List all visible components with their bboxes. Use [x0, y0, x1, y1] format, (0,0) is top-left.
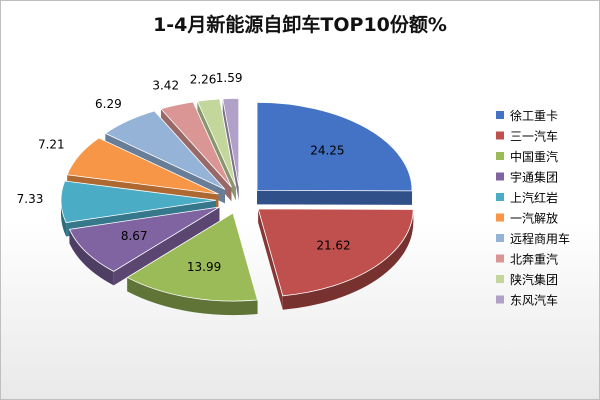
pie-slice-1 [256, 101, 413, 205]
legend-swatch-9 [496, 275, 504, 283]
legend-label-6: 一汽解放 [510, 211, 558, 226]
pie-slice-4 [68, 206, 220, 286]
legend-label-4: 宇通集团 [510, 170, 558, 185]
data-label-2: 21.62 [316, 239, 350, 253]
legend-label-7: 远程商用车 [510, 231, 570, 246]
legend-label-1: 徐工重卡 [510, 108, 558, 123]
legend-label-8: 北奔重汽 [510, 252, 558, 267]
chart-title: 1-4月新能源自卸车TOP10份额% [153, 14, 447, 36]
data-label-1: 24.25 [310, 144, 344, 158]
legend-swatch-8 [496, 254, 504, 263]
data-labels: 24.25 21.62 13.99 8.67 7.33 7.21 6.29 3.42 2.26 1… [17, 71, 351, 274]
legend-swatch-4 [496, 172, 504, 181]
data-label-9: 2.26 [190, 73, 217, 87]
data-label-5: 7.33 [17, 192, 44, 206]
legend-swatch-6 [496, 213, 504, 222]
pie-slice-3 [126, 212, 259, 316]
legend-label-3: 中国重汽 [510, 149, 558, 164]
legend-label-9: 陕汽集团 [510, 272, 558, 287]
legend-swatch-5 [496, 193, 504, 201]
legend-label-5: 上汽红岩 [510, 190, 558, 205]
legend-swatch-10 [496, 295, 504, 304]
legend-swatch-3 [496, 152, 504, 160]
data-label-4: 8.67 [121, 229, 148, 243]
legend-swatch-1 [496, 111, 504, 119]
data-label-6: 7.21 [38, 138, 65, 152]
legend-swatch-2 [496, 131, 504, 140]
legend-label-10: 东风汽车 [510, 293, 558, 308]
legend: 徐工重卡三一汽车中国重汽宇通集团上汽红岩一汽解放远程商用车北奔重汽陕汽集团东风汽… [496, 108, 570, 308]
data-label-8: 3.42 [152, 78, 179, 92]
pie-slices [60, 97, 414, 316]
legend-label-2: 三一汽车 [510, 129, 558, 144]
pie-slice-2 [257, 208, 414, 310]
legend-swatch-7 [496, 234, 504, 242]
data-label-10: 1.59 [216, 71, 243, 85]
pie-slice-10 [222, 97, 240, 201]
data-label-7: 6.29 [95, 97, 122, 111]
data-label-3: 13.99 [187, 260, 221, 274]
